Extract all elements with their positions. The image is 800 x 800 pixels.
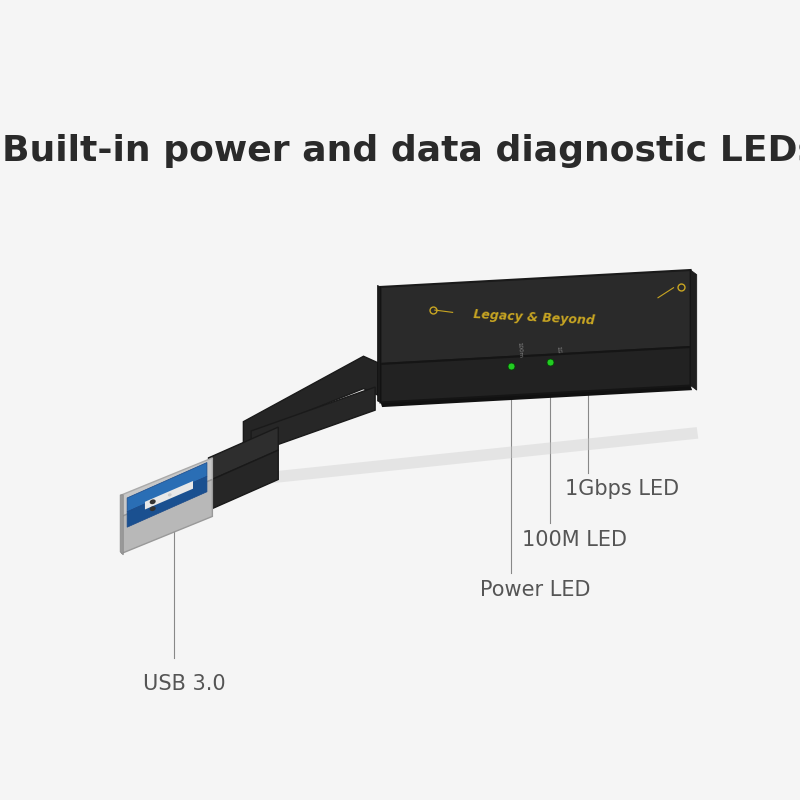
Ellipse shape: [168, 494, 172, 497]
Ellipse shape: [150, 499, 156, 504]
Polygon shape: [127, 462, 207, 512]
Polygon shape: [251, 387, 375, 454]
Polygon shape: [122, 479, 212, 554]
Text: Built-in power and data diagnostic LEDs: Built-in power and data diagnostic LEDs: [2, 134, 800, 169]
Text: Power LED: Power LED: [480, 579, 590, 599]
Polygon shape: [122, 458, 212, 517]
Ellipse shape: [150, 506, 156, 511]
Polygon shape: [381, 386, 692, 407]
Polygon shape: [120, 495, 123, 555]
Polygon shape: [127, 476, 207, 527]
Polygon shape: [209, 427, 278, 481]
Text: 1G: 1G: [555, 346, 561, 354]
Polygon shape: [381, 347, 690, 402]
Text: Legacy & Beyond: Legacy & Beyond: [473, 308, 595, 327]
Polygon shape: [690, 270, 697, 390]
Polygon shape: [209, 450, 278, 510]
Polygon shape: [378, 286, 381, 402]
Polygon shape: [381, 270, 690, 364]
Polygon shape: [243, 356, 381, 454]
Text: 1Gbps LED: 1Gbps LED: [565, 479, 679, 499]
Text: 100m: 100m: [516, 342, 522, 358]
Polygon shape: [145, 481, 193, 510]
Polygon shape: [255, 427, 698, 485]
Text: USB 3.0: USB 3.0: [142, 674, 226, 694]
Text: 100M LED: 100M LED: [522, 530, 627, 550]
